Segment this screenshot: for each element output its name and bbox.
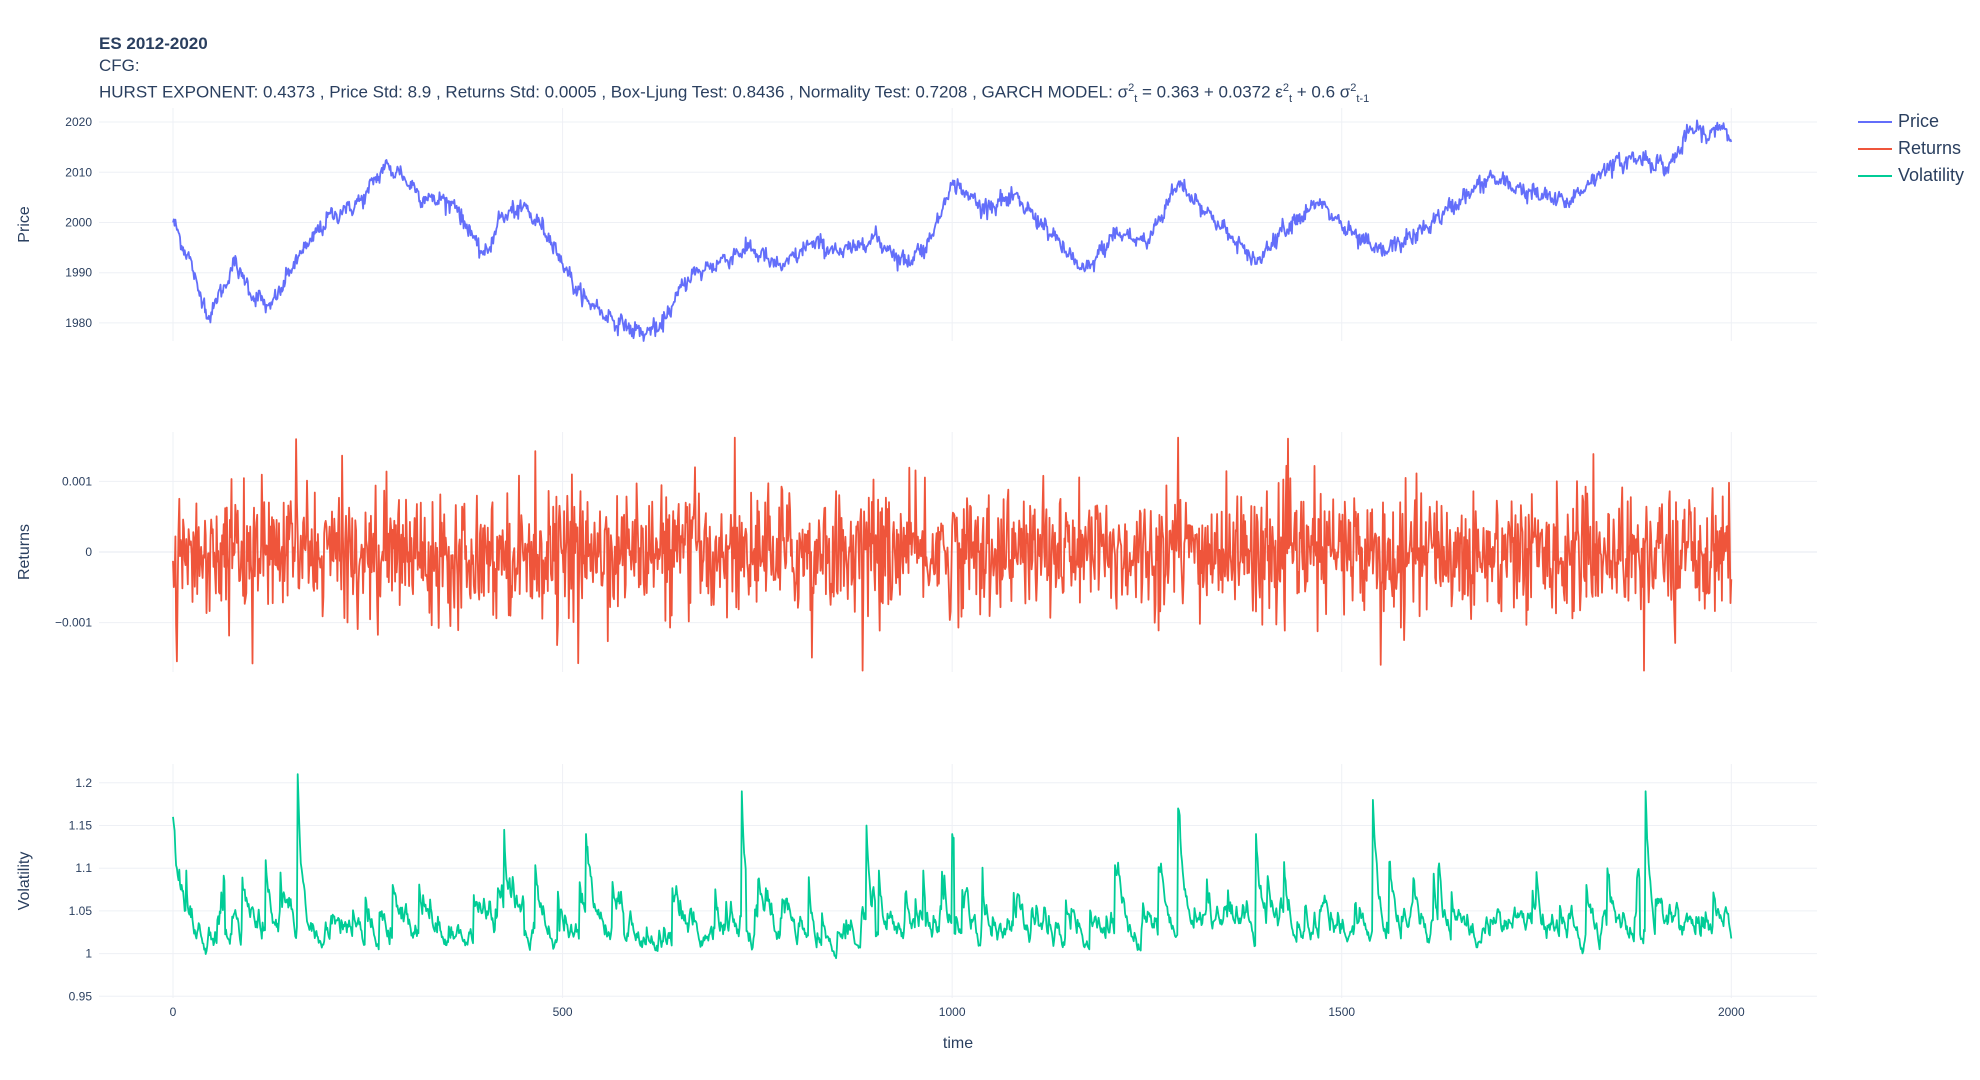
- x-tick-label: 1500: [1328, 1005, 1355, 1019]
- garch-mid-1: = 0.363 + 0.0372 ε: [1137, 82, 1283, 102]
- series-line-returns: [172, 436, 1733, 672]
- legend-item-returns[interactable]: Returns: [1858, 135, 1964, 162]
- garch-sigma: σ: [1117, 82, 1129, 102]
- legend-item-volatility[interactable]: Volatility: [1858, 162, 1964, 189]
- garch-sub-3: t-1: [1356, 93, 1370, 106]
- series-line-volatility: [172, 773, 1733, 960]
- y-tick-label: 0: [85, 545, 92, 559]
- x-tick-label: 2000: [1718, 1005, 1745, 1019]
- y-axis-title: Price: [16, 206, 33, 243]
- legend-label-price: Price: [1898, 111, 1940, 131]
- garch-sub-1: t: [1134, 93, 1138, 106]
- y-axis-title: Volatility: [16, 852, 33, 911]
- chart-subtitle-stats: HURST EXPONENT: 0.4373 , Price Std: 8.9 …: [99, 77, 1369, 110]
- chart-title: ES 2012-2020: [99, 34, 208, 53]
- x-axis-title: time: [943, 1035, 973, 1052]
- y-tick-label: 0.95: [69, 989, 93, 1003]
- garch-sub-2: t: [1288, 93, 1293, 106]
- garch-mid-2: + 0.6 σ: [1292, 82, 1351, 102]
- y-tick-label: −0.001: [55, 616, 92, 630]
- y-tick-label: 1.1: [75, 861, 92, 875]
- series-line-price: [172, 119, 1733, 342]
- legend-swatch-returns: [1858, 147, 1892, 150]
- legend-swatch-price: [1858, 120, 1892, 123]
- y-tick-label: 1.15: [69, 818, 93, 832]
- y-tick-label: 1: [85, 947, 92, 961]
- y-axis-title: Returns: [16, 524, 33, 580]
- garch-sup-3: 2: [1350, 82, 1357, 94]
- y-tick-label: 2020: [65, 115, 92, 129]
- x-tick-label: 500: [553, 1005, 573, 1019]
- x-tick-label: 0: [170, 1005, 177, 1019]
- stats-text: HURST EXPONENT: 0.4373 , Price Std: 8.9 …: [99, 82, 1118, 102]
- y-tick-label: 1.05: [69, 904, 93, 918]
- y-tick-label: 1990: [65, 266, 92, 280]
- chart-title-block: ES 2012-2020 CFG: HURST EXPONENT: 0.4373…: [99, 33, 1369, 110]
- legend-label-returns: Returns: [1898, 138, 1962, 158]
- garch-sup-2: 2: [1282, 82, 1289, 94]
- legend-label-volatility: Volatility: [1898, 165, 1965, 185]
- garch-sup-1: 2: [1128, 82, 1135, 94]
- y-tick-label: 2000: [65, 215, 92, 229]
- legend-item-price[interactable]: Price: [1858, 108, 1964, 135]
- y-tick-label: 1.2: [75, 776, 92, 790]
- y-tick-label: 1980: [65, 316, 92, 330]
- legend-swatch-volatility: [1858, 174, 1892, 177]
- y-tick-label: 0.001: [62, 474, 92, 488]
- legend: Price Returns Volatility: [1858, 108, 1964, 189]
- y-tick-label: 2010: [65, 165, 92, 179]
- chart-subtitle-cfg: CFG:: [99, 56, 140, 75]
- x-tick-label: 1000: [939, 1005, 966, 1019]
